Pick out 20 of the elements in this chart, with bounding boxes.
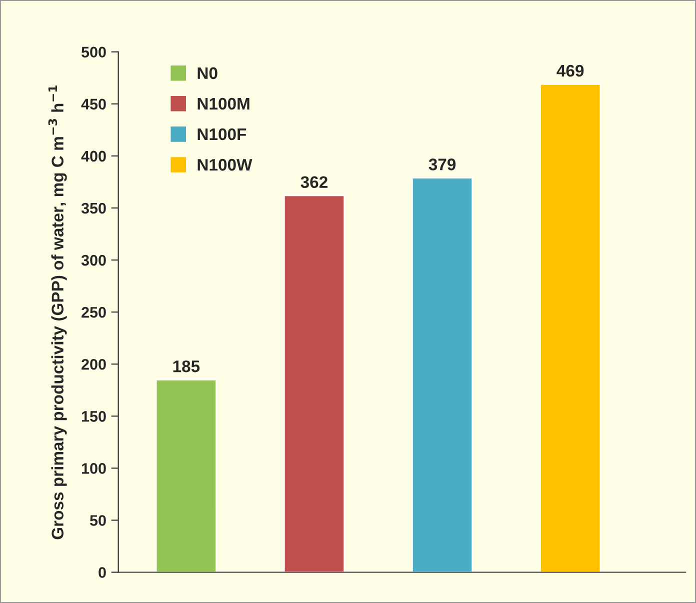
y-tick-label: 150 [82,411,106,422]
legend-label: N100W [198,158,252,171]
y-tick-label: 50 [90,515,106,526]
y-tick-label: 450 [81,98,106,110]
y-tick-label: 300 [81,254,106,266]
y-axis-title: Gross primary productivity (GPP) of water, mg C m$^{−3}$ h$^{−1}$ [48,86,67,540]
y-tick-label: 200 [82,358,106,370]
data-label: 362 [300,176,328,188]
legend-label: N0 [198,67,218,80]
data-label: 379 [428,158,456,170]
y-tick-label: 100 [82,463,106,474]
data-label: 185 [173,360,200,372]
y-tick-label: 350 [81,202,106,214]
y-tick-label: 400 [81,150,106,162]
y-tick-label: 0 [98,567,106,578]
data-label: 469 [556,64,584,77]
y-tick-label: 250 [82,306,106,318]
legend-label: N100M [198,98,250,110]
y-tick-label: 500 [81,46,106,58]
legend-label: N100F [198,128,246,140]
